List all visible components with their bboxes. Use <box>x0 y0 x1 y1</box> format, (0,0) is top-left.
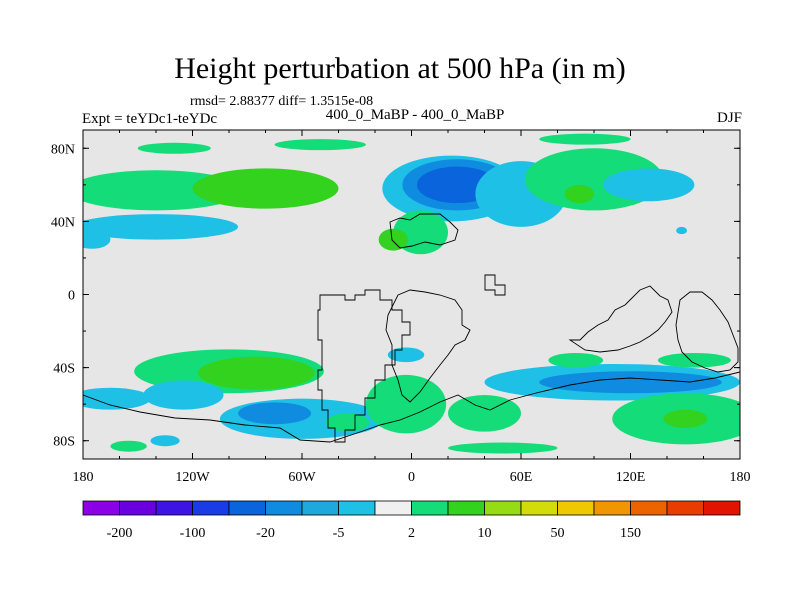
colorbar-box <box>301 500 339 516</box>
y-tick-label: 0 <box>68 289 75 304</box>
colorbar-label: -5 <box>333 526 345 541</box>
colorbar-box <box>265 500 303 516</box>
coastline-asia-islands <box>568 285 673 353</box>
anomaly-region-pos1 <box>448 442 558 454</box>
anomaly-region-neg1 <box>676 226 688 235</box>
colorbar-label: -20 <box>256 526 275 541</box>
coastline-antarctica <box>83 371 740 443</box>
colorbar: -200 -100 -20 -5 2 10 50 150 <box>82 500 741 541</box>
anomaly-region-pos1 <box>137 142 211 154</box>
coastline-south-america <box>317 289 411 443</box>
colorbar-label: 2 <box>408 526 415 541</box>
anomaly-region-neg2 <box>539 371 722 394</box>
anomaly-region-pos2 <box>564 184 595 204</box>
x-tick-label: 180 <box>730 470 751 485</box>
anomaly-region-pos1 <box>548 352 604 368</box>
colorbar-label: -100 <box>180 526 206 541</box>
coastline-australia <box>675 291 739 373</box>
y-axis: 80N 40N 0 40S 80S <box>51 142 740 450</box>
center-label: 400_0_MaBP - 400_0_MaBP <box>325 107 505 123</box>
anomaly-region-neg1 <box>603 168 695 202</box>
x-tick-label: 180 <box>73 470 94 485</box>
anomaly-region-pos1 <box>110 440 147 452</box>
coastline-layer <box>83 213 740 443</box>
anomaly-region-neg2 <box>238 402 312 425</box>
anomaly-region-neg1 <box>83 214 239 240</box>
anomaly-region-pos2 <box>663 409 708 428</box>
anomaly-region-neg1 <box>83 230 111 249</box>
y-tick-label: 40N <box>51 215 75 230</box>
anomaly-region-pos2 <box>192 168 339 209</box>
colorbar-label: -200 <box>107 526 133 541</box>
colorbar-box <box>155 500 193 516</box>
anomaly-region-pos1 <box>657 352 731 368</box>
colorbar-box <box>192 500 230 516</box>
colorbar-label: 50 <box>551 526 565 541</box>
colorbar-label: 10 <box>478 526 492 541</box>
colorbar-box <box>338 500 376 516</box>
anomaly-region-pos2 <box>378 228 408 251</box>
x-tick-label: 60E <box>510 470 533 485</box>
colorbar-box <box>557 500 595 516</box>
coastline-europe <box>389 213 459 249</box>
colorbar-box <box>520 500 558 516</box>
y-tick-label: 40S <box>53 362 75 377</box>
colorbar-box <box>593 500 631 516</box>
anomaly-region-pos1 <box>274 139 366 151</box>
y-tick-label: 80N <box>51 142 75 157</box>
colorbar-label: 150 <box>620 526 641 541</box>
x-tick-label: 0 <box>408 470 415 485</box>
rmsd-label: rmsd= 2.88377 diff= 1.3515e-08 <box>190 94 374 109</box>
anomaly-region-pos1 <box>325 413 370 432</box>
colorbar-box <box>82 500 120 516</box>
page-title: Height perturbation at 500 hPa (in m) <box>174 52 626 85</box>
anomaly-region-neg1 <box>387 347 425 363</box>
anomaly-region-neg1 <box>143 380 224 410</box>
x-tick-label: 120E <box>616 470 646 485</box>
anomaly-region-pos2 <box>197 356 315 390</box>
x-axis: 180 120W 60W 0 60E 120E 180 <box>73 130 751 485</box>
coastline-north-island <box>484 274 506 296</box>
colorbar-box <box>228 500 266 516</box>
y-tick-label: 80S <box>53 435 75 450</box>
colorbar-box <box>411 500 449 516</box>
coastline-africa <box>385 289 471 403</box>
x-tick-label: 120W <box>175 470 210 485</box>
anomaly-region-pos1 <box>448 395 521 432</box>
colorbar-box <box>447 500 485 516</box>
season-label: DJF <box>716 110 742 126</box>
anomaly-region-pos1 <box>539 133 631 145</box>
anomaly-region-neg1 <box>83 387 151 410</box>
colorbar-box <box>630 500 668 516</box>
colorbar-box <box>374 500 412 516</box>
colorbar-box <box>119 500 157 516</box>
x-tick-label: 60W <box>288 470 316 485</box>
anomaly-layer <box>83 133 740 454</box>
anomaly-region-pos1 <box>365 374 447 434</box>
colorbar-box <box>666 500 704 516</box>
anomaly-region-neg1 <box>661 183 680 194</box>
anomaly-region-neg1 <box>150 435 180 447</box>
experiment-label: Expt = teYDc1-teYDc <box>82 111 218 127</box>
colorbar-box <box>484 500 522 516</box>
colorbar-box <box>703 500 741 516</box>
